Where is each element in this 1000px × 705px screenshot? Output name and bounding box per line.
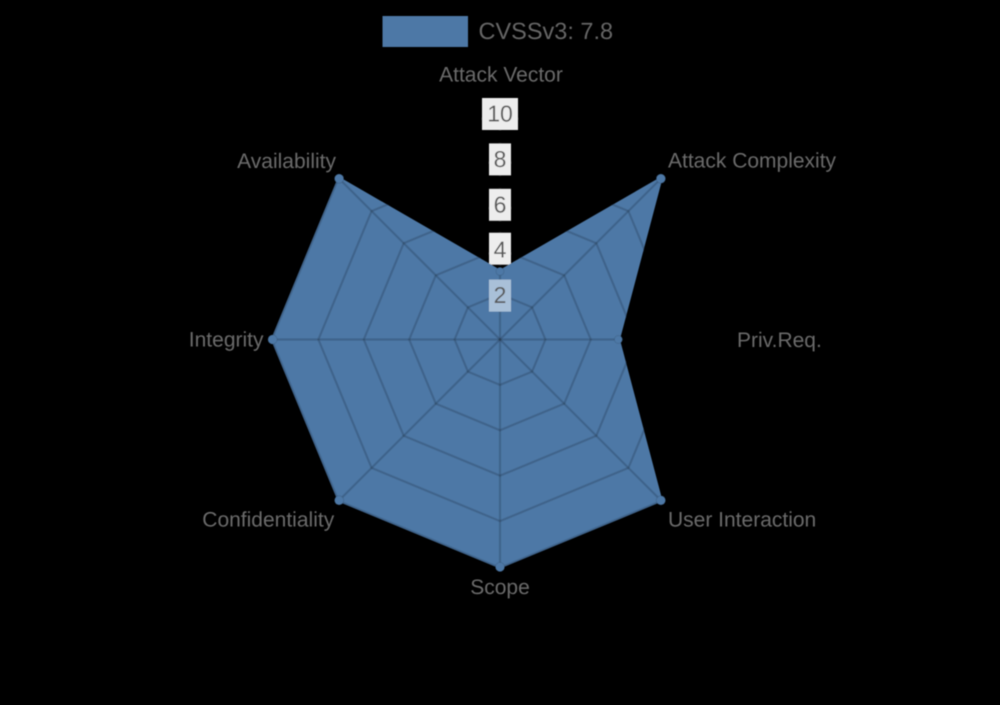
svg-text:User Interaction: User Interaction	[668, 508, 816, 531]
svg-text:6: 6	[494, 191, 507, 217]
svg-text:Confidentiality: Confidentiality	[202, 508, 334, 531]
svg-text:Integrity: Integrity	[189, 329, 264, 352]
svg-text:Scope: Scope	[470, 576, 530, 599]
svg-text:CVSSv3: 7.8: CVSSv3: 7.8	[479, 18, 614, 44]
svg-text:Attack Complexity: Attack Complexity	[668, 150, 837, 173]
svg-text:Priv.Req.: Priv.Req.	[737, 329, 822, 352]
svg-text:4: 4	[494, 237, 507, 263]
svg-text:Availability: Availability	[237, 150, 336, 173]
svg-text:10: 10	[487, 101, 513, 127]
svg-text:2: 2	[494, 282, 507, 308]
svg-text:8: 8	[494, 146, 507, 172]
svg-text:Attack Vector: Attack Vector	[439, 64, 563, 87]
